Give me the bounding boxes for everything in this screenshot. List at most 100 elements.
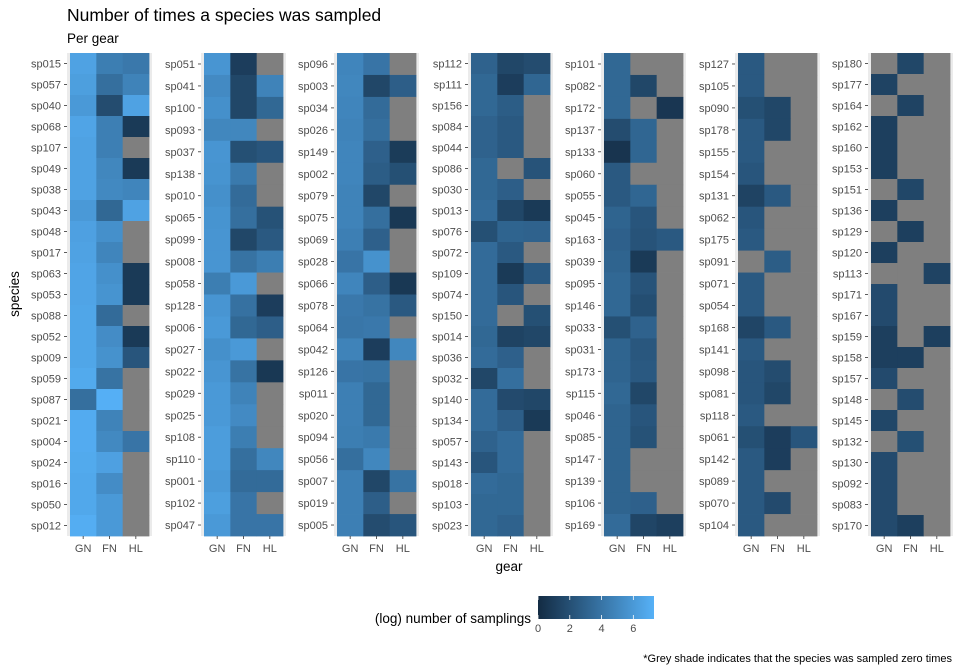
heatmap-cell xyxy=(523,53,551,75)
heatmap-cell xyxy=(204,184,231,208)
heatmap-cell xyxy=(790,140,818,164)
heatmap-cell xyxy=(604,492,631,515)
y-tick-label: sp170 xyxy=(832,521,862,533)
heatmap-cell xyxy=(790,272,818,295)
heatmap-cell xyxy=(923,305,951,327)
heatmap-cell xyxy=(790,360,818,383)
heatmap-cell xyxy=(96,305,124,327)
y-tick-label: sp018 xyxy=(432,479,462,491)
heatmap-cell xyxy=(497,494,525,516)
heatmap-cell xyxy=(230,294,258,317)
heatmap-cell xyxy=(790,382,818,405)
heatmap-cell xyxy=(204,338,231,361)
heatmap-cell xyxy=(897,494,925,516)
y-tick-label: sp034 xyxy=(298,103,328,115)
y-tick-label: sp008 xyxy=(165,257,195,269)
heatmap-cell xyxy=(656,470,684,493)
heatmap-cell xyxy=(256,53,284,76)
y-tick-label: sp059 xyxy=(31,374,61,386)
heatmap-cell xyxy=(897,116,925,138)
heatmap-cell xyxy=(96,284,124,306)
heatmap-cell xyxy=(122,158,150,180)
heatmap-cell xyxy=(122,473,150,495)
y-tick-label: sp083 xyxy=(832,500,862,512)
y-tick-label: sp132 xyxy=(832,437,862,449)
heatmap-cell xyxy=(363,272,391,295)
heatmap-cell xyxy=(471,116,498,138)
heatmap-cell xyxy=(96,494,124,516)
heatmap-cell xyxy=(337,206,364,230)
heatmap-cell xyxy=(363,206,391,230)
heatmap-cell xyxy=(790,53,818,76)
heatmap-cell xyxy=(96,326,124,348)
heatmap-cell xyxy=(389,184,417,208)
y-tick-label: sp160 xyxy=(832,143,862,155)
legend-tick-label: 2 xyxy=(567,623,573,635)
heatmap-cell xyxy=(363,404,391,427)
heatmap-cell xyxy=(337,360,364,383)
heatmap-cell xyxy=(604,118,631,142)
heatmap-cell xyxy=(497,137,525,159)
heatmap-cell xyxy=(471,368,498,390)
y-tick-label: sp054 xyxy=(699,300,729,312)
heatmap-cell xyxy=(790,206,818,230)
heatmap-cell xyxy=(497,431,525,453)
heatmap-cell xyxy=(363,250,391,273)
heatmap-cell xyxy=(70,179,97,201)
heatmap-cell xyxy=(790,162,818,186)
heatmap-cell xyxy=(204,404,231,427)
heatmap-cell xyxy=(738,140,765,164)
y-tick-label: sp026 xyxy=(298,125,328,137)
heatmap-cell xyxy=(656,162,684,186)
heatmap-cell xyxy=(230,184,258,208)
heatmap-cell xyxy=(630,470,658,493)
heatmap-cell xyxy=(764,184,792,208)
heatmap-cell xyxy=(256,74,284,98)
heatmap-cell xyxy=(923,284,951,306)
y-tick-label: sp055 xyxy=(565,191,595,203)
heatmap-cell xyxy=(897,137,925,159)
heatmap-cell xyxy=(70,158,97,180)
y-tick-label: sp094 xyxy=(298,432,328,444)
heatmap-cell xyxy=(363,316,391,339)
heatmap-cell xyxy=(871,53,898,75)
y-tick-label: sp136 xyxy=(832,206,862,218)
y-tick-label: sp103 xyxy=(432,500,462,512)
y-tick-label: sp085 xyxy=(565,432,595,444)
heatmap-cell xyxy=(604,426,631,449)
heatmap-cell xyxy=(122,200,150,222)
y-tick-label: sp075 xyxy=(298,213,328,225)
x-tick-label: HL xyxy=(396,543,410,555)
heatmap-cell xyxy=(523,137,551,159)
heatmap-cell xyxy=(738,514,765,537)
y-tick-label: sp155 xyxy=(699,147,729,159)
heatmap-cell xyxy=(630,382,658,405)
heatmap-cell xyxy=(96,347,124,369)
heatmap-cell xyxy=(790,228,818,251)
heatmap-cell xyxy=(656,74,684,98)
heatmap-cell xyxy=(471,158,498,180)
facet-panel: sp127 sp105 sp090 sp178 sp155 sp154 sp131 sp062… xyxy=(699,53,820,555)
y-tick-label: sp099 xyxy=(165,235,195,247)
heatmap-cell xyxy=(656,338,684,361)
x-tick-label: FN xyxy=(102,543,117,555)
y-tick-label: sp162 xyxy=(832,122,862,134)
heatmap-cell xyxy=(764,360,792,383)
heatmap-cell xyxy=(96,179,124,201)
heatmap-cell xyxy=(389,53,417,76)
heatmap-cell xyxy=(230,162,258,186)
heatmap-cell xyxy=(363,492,391,515)
heatmap-cell xyxy=(923,326,951,348)
heatmap-cell xyxy=(738,316,765,339)
heatmap-cell xyxy=(70,431,97,453)
y-tick-label: sp069 xyxy=(298,235,328,247)
y-tick-label: sp020 xyxy=(298,410,328,422)
heatmap-cell xyxy=(764,316,792,339)
heatmap-cell xyxy=(523,158,551,180)
heatmap-cell xyxy=(363,382,391,405)
y-tick-label: sp010 xyxy=(165,191,195,203)
heatmap-cell xyxy=(871,95,898,117)
heatmap-cell xyxy=(471,95,498,117)
heatmap-cell xyxy=(230,316,258,339)
